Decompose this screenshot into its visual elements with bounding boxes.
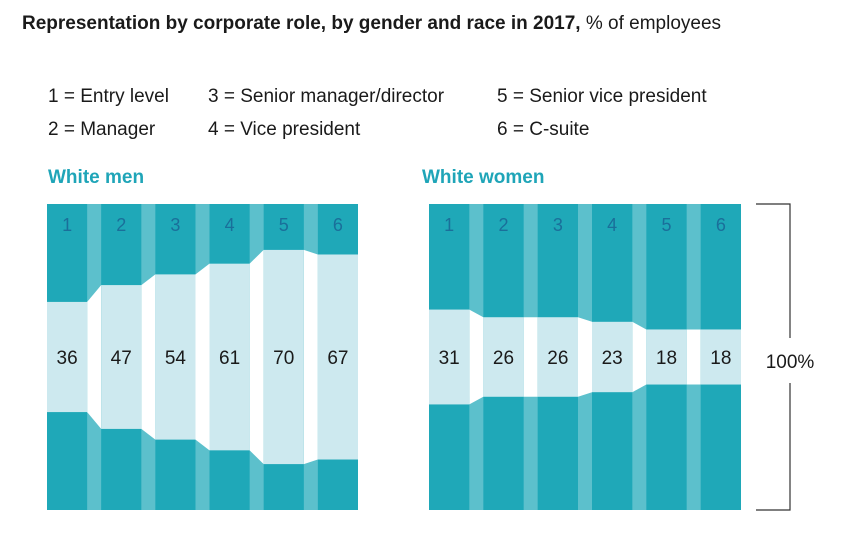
- chart-title-bold: Representation by corporate role, by gen…: [22, 13, 581, 34]
- value-label-white-men-4: 61: [219, 348, 240, 369]
- category-label-white-women-2: 2: [498, 215, 508, 235]
- connector-band-white-women-1: [469, 309, 484, 405]
- connector-band-white-men-3: [195, 263, 210, 451]
- legend-item-senior-manager: 3 = Senior manager/director: [208, 86, 445, 107]
- value-label-white-men-3: 54: [165, 348, 187, 369]
- legend-item-entry-level: 1 = Entry level: [48, 86, 169, 107]
- connector-band-white-men-4: [249, 249, 264, 465]
- bar-white-women-4: [592, 321, 633, 393]
- value-label-white-women-1: 31: [439, 348, 460, 369]
- connector-band-white-men-2: [141, 274, 156, 440]
- bar-white-men-6: [317, 254, 358, 460]
- legend-item-c-suite: 6 = C-suite: [497, 119, 590, 140]
- legend-item-vice-president: 4 = Vice president: [208, 119, 361, 140]
- value-label-white-men-5: 70: [273, 348, 294, 369]
- category-label-white-women-1: 1: [444, 215, 454, 235]
- category-label-white-women-4: 4: [607, 215, 617, 235]
- bar-white-women-5: [646, 329, 687, 385]
- category-label-white-men-4: 4: [225, 215, 235, 235]
- value-label-white-women-4: 23: [602, 348, 623, 369]
- category-label-white-men-5: 5: [279, 215, 289, 235]
- category-label-white-men-3: 3: [170, 215, 180, 235]
- legend-item-senior-vice-president: 5 = Senior vice president: [497, 86, 707, 107]
- value-label-white-women-5: 18: [656, 348, 677, 369]
- value-label-white-men-2: 47: [111, 348, 132, 369]
- bar-white-men-1: [47, 301, 88, 413]
- panel-title-white-men: White men: [48, 167, 145, 188]
- category-label-white-women-3: 3: [553, 215, 563, 235]
- category-label-white-women-6: 6: [716, 215, 726, 235]
- bar-white-women-2: [483, 317, 524, 397]
- connector-band-white-women-3: [578, 317, 592, 397]
- bar-white-men-5: [263, 249, 304, 465]
- value-label-white-women-6: 18: [710, 348, 731, 369]
- category-label-white-men-1: 1: [62, 215, 72, 235]
- value-label-white-men-6: 67: [327, 348, 348, 369]
- value-label-white-men-1: 36: [57, 348, 78, 369]
- bar-white-women-6: [700, 329, 741, 385]
- value-label-white-women-2: 26: [493, 348, 514, 369]
- chart-title-unit: % of employees: [580, 13, 722, 34]
- chart-title: Representation by corporate role, by gen…: [22, 13, 721, 35]
- bracket-top: [756, 203, 791, 338]
- category-label-white-men-6: 6: [333, 215, 343, 235]
- bar-white-women-3: [537, 317, 578, 397]
- legend-item-manager: 2 = Manager: [48, 119, 156, 140]
- connector-band-white-women-4: [632, 321, 647, 393]
- category-label-white-women-5: 5: [661, 215, 671, 235]
- connector-band-white-men-5: [303, 249, 318, 465]
- bar-white-men-4: [209, 263, 250, 451]
- bar-white-men-3: [155, 274, 196, 440]
- connector-band-white-women-2: [523, 317, 538, 397]
- connector-band-white-women-5: [686, 329, 701, 385]
- bar-white-men-2: [101, 285, 142, 429]
- bracket-bottom: [756, 383, 791, 511]
- bracket-label: 100%: [766, 352, 815, 373]
- category-label-white-men-2: 2: [116, 215, 126, 235]
- connector-band-white-men-1: [87, 285, 102, 429]
- panel-title-white-women: White women: [422, 167, 545, 188]
- value-label-white-women-3: 26: [547, 348, 568, 369]
- bar-white-women-1: [429, 309, 470, 405]
